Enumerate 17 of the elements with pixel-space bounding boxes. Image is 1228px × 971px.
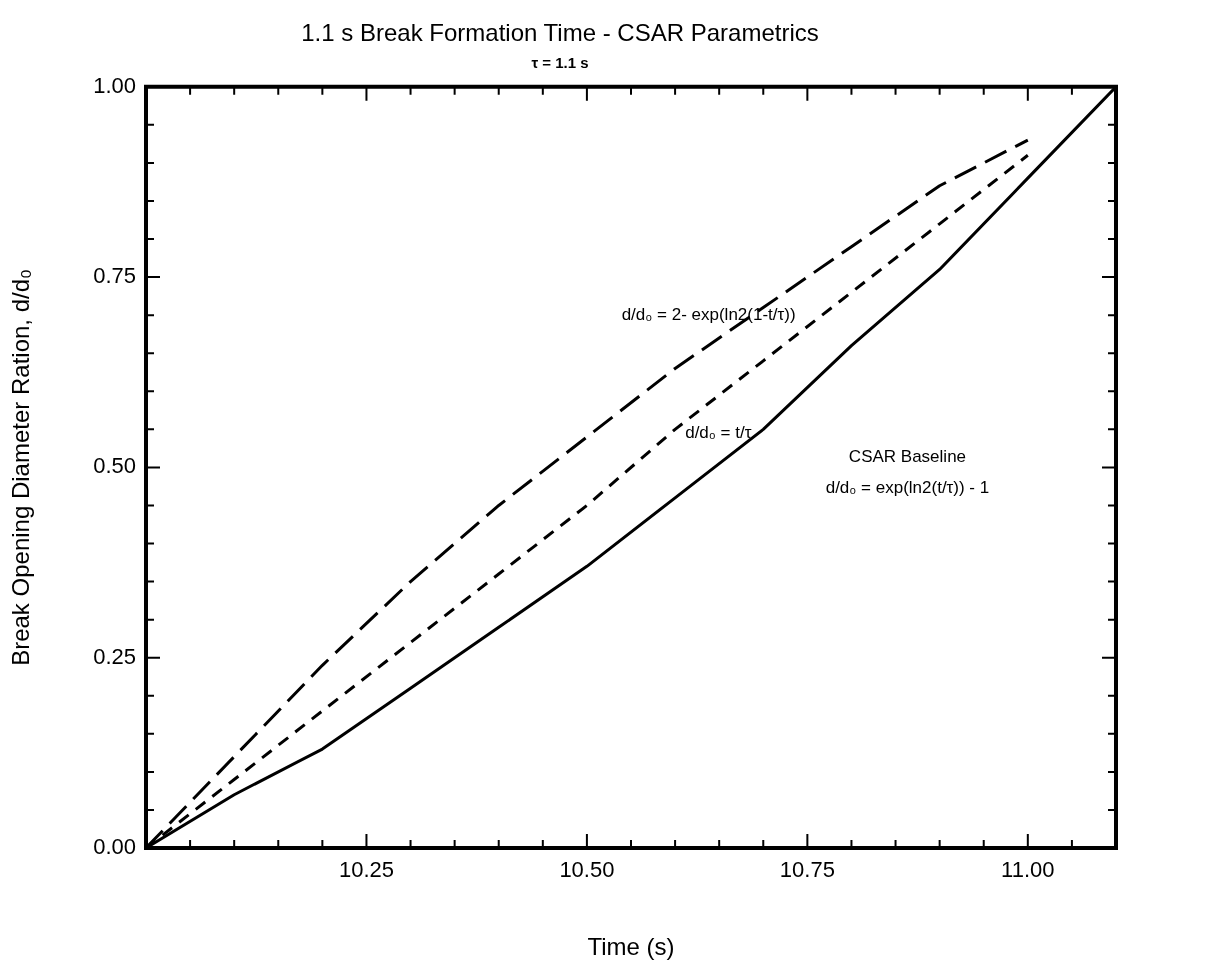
chart-title: 1.1 s Break Formation Time - CSAR Parametrics	[301, 19, 819, 47]
y-tick-label: 0.75	[93, 263, 136, 289]
annotation: d/d₀ = exp(ln2(t/τ)) - 1	[825, 477, 990, 497]
x-tick-label: 10.75	[779, 857, 835, 883]
y-tick-label: 0.50	[93, 453, 136, 479]
y-tick-label: 1.00	[93, 72, 136, 98]
annotation: CSAR Baseline	[848, 447, 967, 467]
x-tick-label: 10.25	[338, 857, 394, 883]
x-tick-label: 10.50	[559, 857, 615, 883]
y-axis-title: Break Opening Diameter Ration, d/d₀	[7, 268, 35, 666]
y-tick-label: 0.00	[93, 834, 136, 860]
x-tick-label: 11.00	[1001, 857, 1055, 883]
annotation: d/d₀ = t/τ	[685, 422, 752, 442]
x-axis-title: Time (s)	[587, 933, 675, 961]
y-tick-label: 0.25	[93, 643, 136, 669]
chart-subtitle: τ = 1.1 s	[531, 53, 589, 71]
annotation: d/d₀ = 2- exp(ln2(1-t/τ))	[621, 304, 796, 324]
